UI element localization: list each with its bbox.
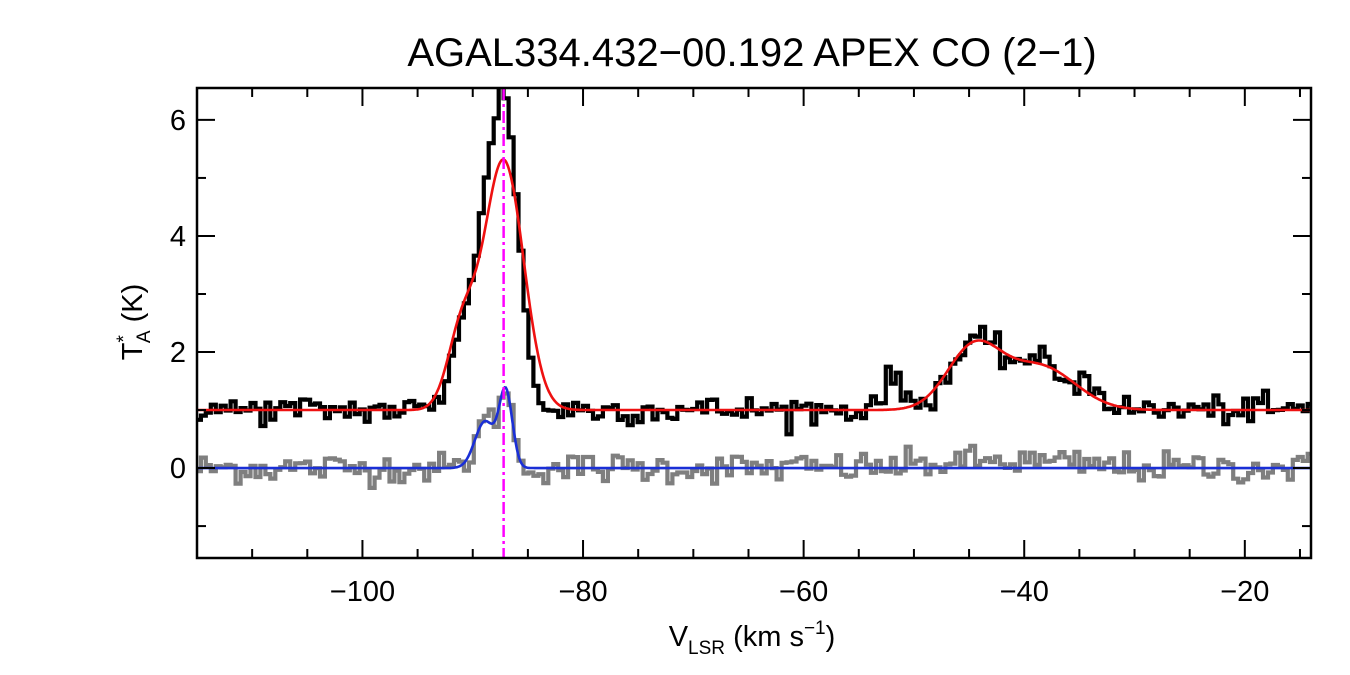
x-tick-label: −60: [779, 576, 828, 608]
y-tick-label: 0: [170, 453, 186, 485]
tick-labels: −100 −80 −60 −40 −20 0 2 4 6: [170, 105, 1270, 608]
x-tick-label: −40: [1000, 576, 1049, 608]
plot-frame: [195, 86, 1313, 560]
axis-ticks: [196, 88, 1311, 558]
chart-title: AGAL334.432−00.192 APEX CO (2−1): [407, 31, 1096, 75]
y-tick-label: 6: [170, 105, 186, 137]
y-tick-label: 2: [170, 337, 186, 369]
x-axis-label: VLSR (km s−1): [669, 618, 836, 659]
series-1-fit-line: [197, 158, 1311, 412]
y-tick-label: 4: [170, 221, 186, 253]
series-0-histogram: [197, 88, 1311, 437]
series-2-histogram: [197, 391, 1311, 490]
x-tick-label: −100: [330, 576, 395, 608]
plot-area: [197, 88, 1311, 558]
y-axis-label: T*A (K): [114, 284, 155, 361]
series-3-fit-line: [197, 385, 1311, 470]
x-tick-label: −80: [558, 576, 607, 608]
x-tick-label: −20: [1220, 576, 1269, 608]
